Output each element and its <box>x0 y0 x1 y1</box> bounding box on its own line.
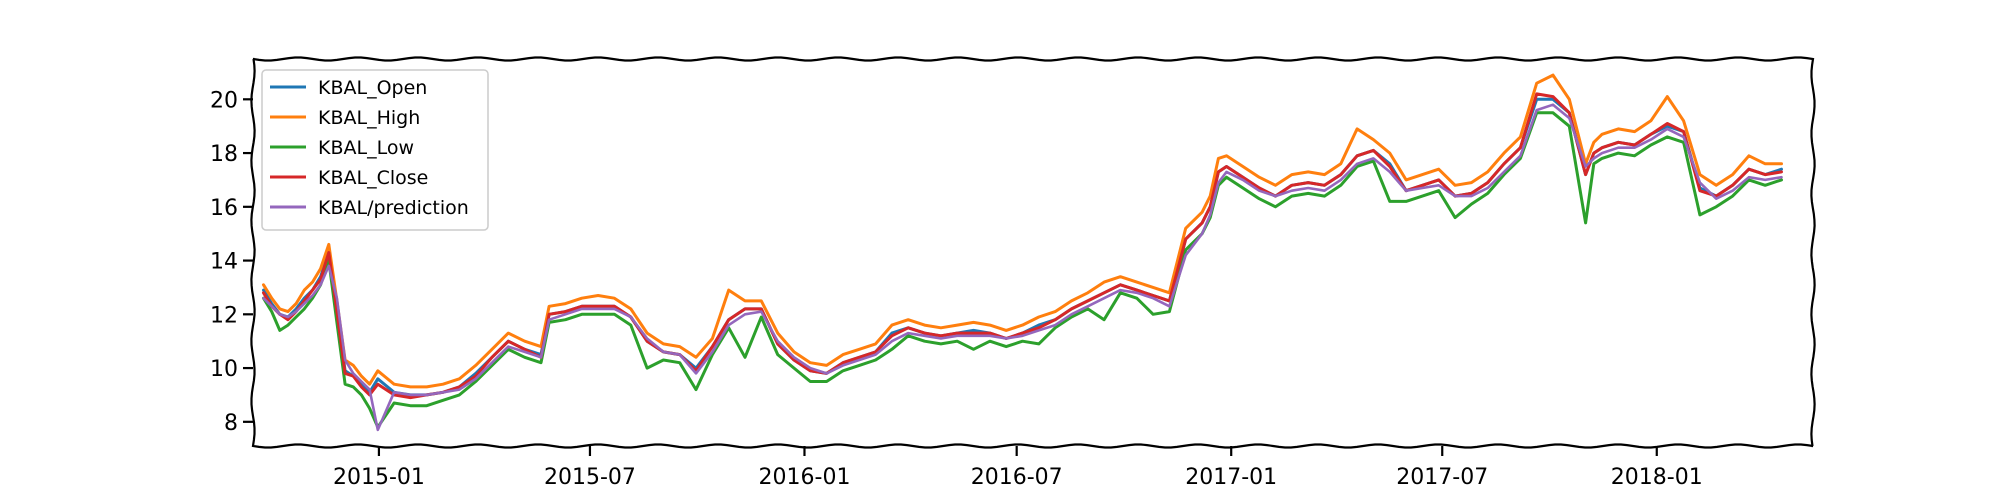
legend-label: KBAL_Low <box>318 137 414 159</box>
legend: KBAL_Open KBAL_High KBAL_Low KBAL_Close KBAL… <box>261 69 489 231</box>
legend-label: KBAL_Open <box>318 77 427 99</box>
y-axis: 8 10 12 14 16 18 20 <box>210 88 253 436</box>
series-line-kbal-prediction <box>262 103 1783 432</box>
y-tick-label: 12 <box>210 303 238 328</box>
legend-label: KBAL_High <box>318 107 420 129</box>
y-tick-label: 20 <box>210 88 238 113</box>
x-tick-label: 2015-01 <box>333 465 425 490</box>
y-tick-label: 16 <box>210 196 238 221</box>
x-tick-label: 2016-01 <box>759 465 851 490</box>
plot-frame <box>250 56 1816 449</box>
legend-box <box>261 69 489 231</box>
series-line-kbal-low <box>262 111 1783 429</box>
x-tick-label: 2018-01 <box>1611 465 1703 490</box>
series-line-kbal-high <box>262 73 1783 389</box>
legend-label: KBAL_Close <box>318 167 428 189</box>
y-tick-label: 10 <box>210 357 238 382</box>
y-tick-label: 14 <box>210 250 238 275</box>
x-axis: 2015-01 2015-07 2016-01 2016-07 2017-01 2017-… <box>333 446 1703 490</box>
legend-label: KBAL/prediction <box>318 197 469 219</box>
x-tick-label: 2016-07 <box>971 465 1063 490</box>
x-tick-label: 2017-01 <box>1185 465 1277 490</box>
y-tick-label: 18 <box>210 142 238 167</box>
y-tick-label: 8 <box>224 411 238 436</box>
x-tick-label: 2017-07 <box>1396 465 1488 490</box>
series-layer <box>262 73 1783 432</box>
x-tick-label: 2015-07 <box>544 465 636 490</box>
